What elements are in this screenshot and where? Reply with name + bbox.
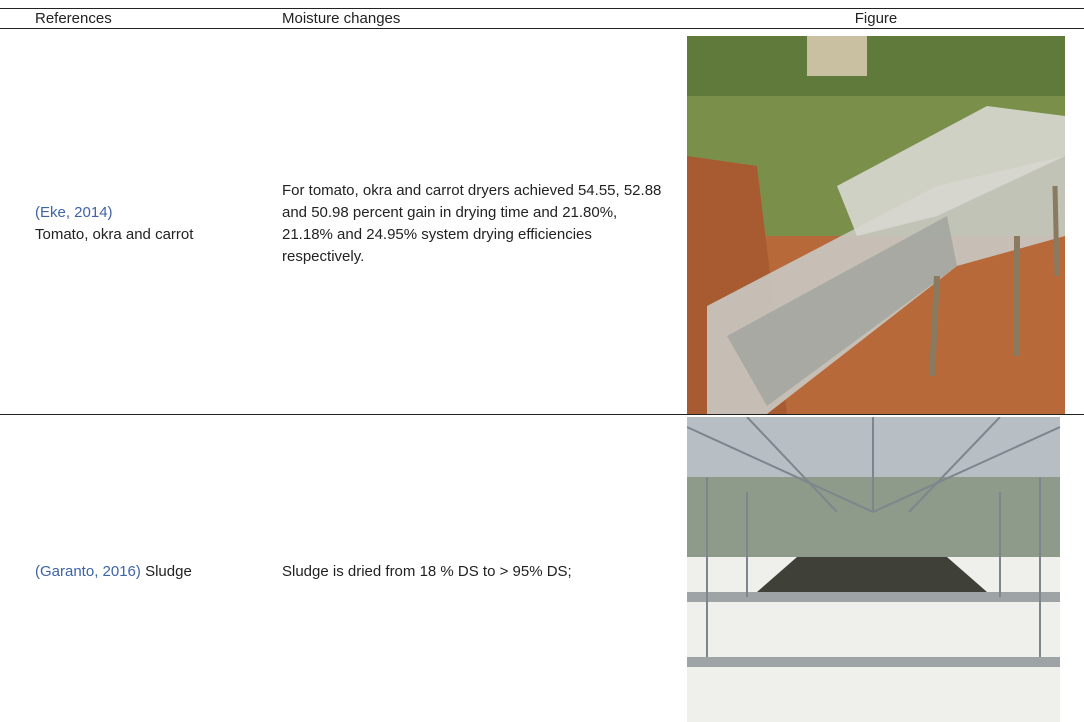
subject: Tomato, okra and carrot xyxy=(35,226,194,243)
header-cell: Figure xyxy=(854,10,898,27)
table-top-rule xyxy=(0,8,1084,9)
citation[interactable]: (Eke, 2014) xyxy=(35,204,113,221)
reference-cell: (Eke, 2014) Tomato, okra and carrot xyxy=(35,202,265,246)
citation[interactable]: (Garanto, 2016) xyxy=(35,563,141,580)
header-cell: Moisture changes xyxy=(282,10,401,27)
reference-cell: (Garanto, 2016) Sludge xyxy=(35,561,275,583)
header-cell: References xyxy=(35,10,112,27)
header-rule xyxy=(0,28,1084,29)
figure-greenhouse xyxy=(687,417,1060,722)
subject: Sludge xyxy=(145,563,192,580)
moisture-cell: For tomato, okra and carrot dryers achie… xyxy=(282,182,662,265)
figure-dryer xyxy=(687,36,1065,414)
moisture-cell: Sludge is dried from 18 % DS to > 95% DS… xyxy=(282,563,572,580)
row-rule xyxy=(0,414,1084,415)
